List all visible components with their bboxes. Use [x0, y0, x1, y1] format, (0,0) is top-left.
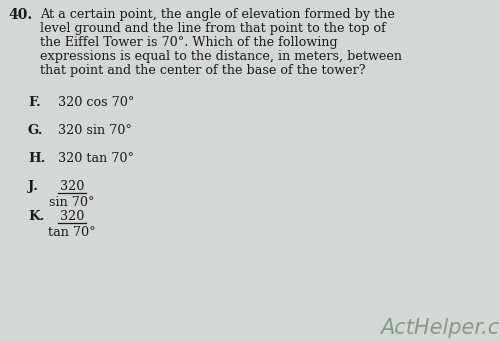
Text: H.: H.	[28, 152, 46, 165]
Text: At a certain point, the angle of elevation formed by the: At a certain point, the angle of elevati…	[40, 8, 395, 21]
Text: expressions is equal to the distance, in meters, between: expressions is equal to the distance, in…	[40, 50, 402, 63]
Text: G.: G.	[28, 124, 44, 137]
Text: K.: K.	[28, 210, 44, 223]
Text: 320 cos 70°: 320 cos 70°	[58, 96, 134, 109]
Text: tan 70°: tan 70°	[48, 226, 96, 239]
Text: 320 sin 70°: 320 sin 70°	[58, 124, 132, 137]
Text: J.: J.	[28, 180, 38, 193]
Text: 320: 320	[60, 210, 84, 223]
Text: 40.: 40.	[8, 8, 32, 22]
Text: level ground and the line from that point to the top of: level ground and the line from that poin…	[40, 22, 386, 35]
Text: 320 tan 70°: 320 tan 70°	[58, 152, 134, 165]
Text: the Eiffel Tower is 70°. Which of the following: the Eiffel Tower is 70°. Which of the fo…	[40, 36, 338, 49]
Text: that point and the center of the base of the tower?: that point and the center of the base of…	[40, 64, 366, 77]
Text: sin 70°: sin 70°	[49, 196, 95, 209]
Text: F.: F.	[28, 96, 41, 109]
Text: 320: 320	[60, 180, 84, 193]
Text: ActHelper.com: ActHelper.com	[380, 318, 500, 338]
